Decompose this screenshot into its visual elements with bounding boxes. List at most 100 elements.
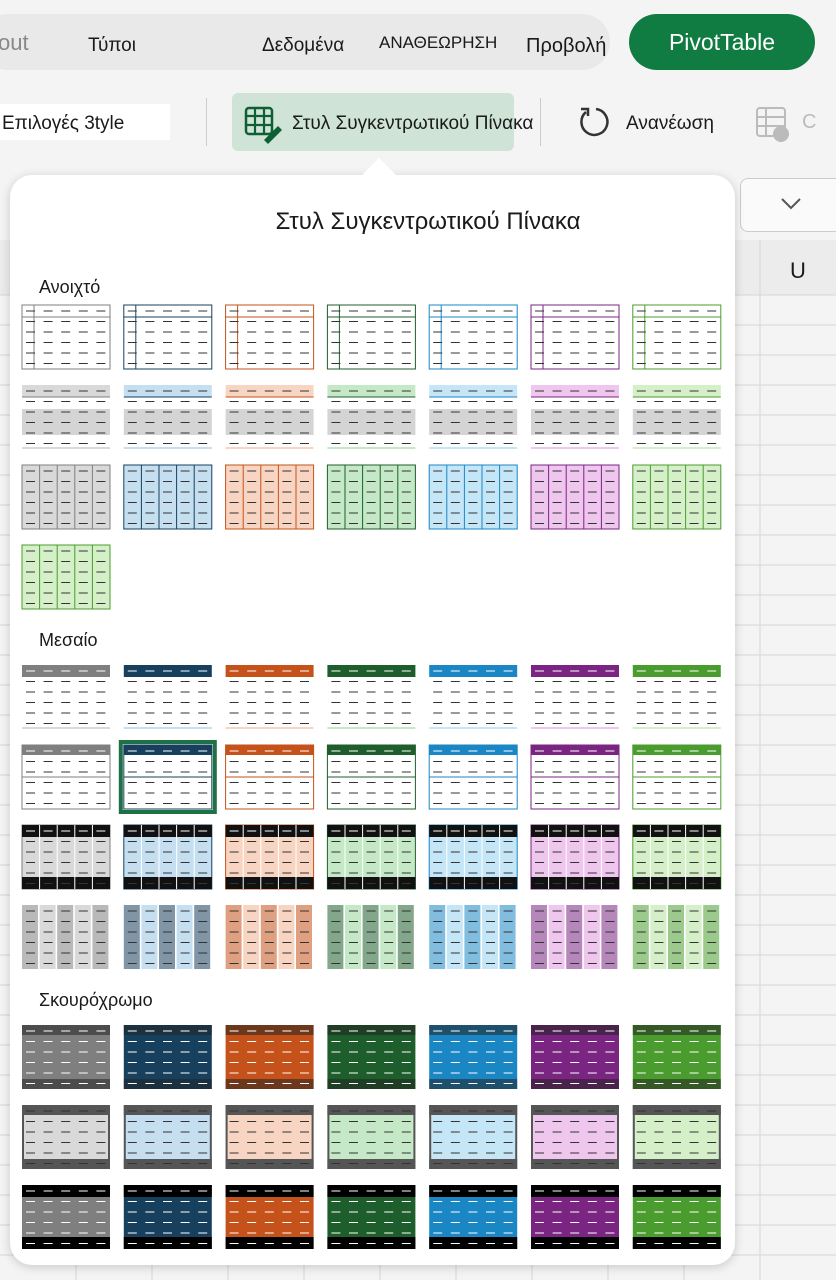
thumb-part xyxy=(397,905,414,969)
style-thumbnail[interactable] xyxy=(123,304,213,370)
style-thumbnail[interactable] xyxy=(632,1185,721,1249)
style-thumbnail[interactable] xyxy=(531,385,619,449)
thumb-part xyxy=(243,905,260,969)
style-thumbnail[interactable] xyxy=(21,304,111,370)
style-thumbnail[interactable] xyxy=(225,1025,314,1089)
thumb-part xyxy=(278,905,295,969)
style-thumbnail[interactable] xyxy=(530,824,620,890)
thumb-part xyxy=(668,905,684,969)
style-thumbnail[interactable] xyxy=(123,464,213,530)
separator xyxy=(206,98,207,146)
toolbar-selected[interactable] xyxy=(232,93,514,151)
style-thumbnail[interactable] xyxy=(326,304,416,370)
style-thumbnail[interactable] xyxy=(632,905,721,969)
thumb-part xyxy=(21,464,111,530)
style-thumbnail[interactable] xyxy=(22,905,110,969)
style-thumbnail[interactable] xyxy=(225,824,315,890)
style-thumbnail[interactable] xyxy=(21,464,111,530)
style-thumbnail[interactable] xyxy=(530,744,620,810)
style-thumbnail[interactable] xyxy=(429,1025,518,1089)
style-thumbnail[interactable] xyxy=(530,304,620,370)
style-thumbnail[interactable] xyxy=(327,385,416,449)
style-thumbnail[interactable] xyxy=(632,1105,721,1169)
style-thumbnail[interactable] xyxy=(632,464,722,530)
style-thumbnail[interactable] xyxy=(531,1025,619,1089)
style-thumbnail[interactable] xyxy=(429,1105,518,1169)
style-thumbnail[interactable] xyxy=(225,665,314,729)
style-thumbnail[interactable] xyxy=(225,905,314,969)
style-thumbnail[interactable] xyxy=(21,544,111,610)
style-thumbnail[interactable] xyxy=(326,744,416,810)
style-thumbnail[interactable] xyxy=(123,905,212,969)
style-thumbnail[interactable] xyxy=(327,665,416,729)
toolbar-button[interactable]: Στυλ Συγκεντρωτικού Πίνακα xyxy=(292,113,534,134)
tab[interactable]: ΑΝΑΘΕΩΡΗΣΗ xyxy=(379,33,498,52)
thumb-part xyxy=(499,905,516,969)
style-thumbnail[interactable] xyxy=(530,464,620,530)
style-thumbnail[interactable] xyxy=(225,1185,314,1249)
thumb-part xyxy=(482,905,498,969)
style-thumbnail[interactable] xyxy=(429,1185,518,1249)
style-thumbnail[interactable] xyxy=(225,304,315,370)
thumb-part xyxy=(429,1105,518,1169)
style-thumbnail[interactable] xyxy=(225,744,315,810)
thumb-part xyxy=(548,905,565,969)
tab[interactable]: Δεδομένα xyxy=(262,35,345,56)
style-thumbnail[interactable] xyxy=(428,824,518,890)
thumb-part xyxy=(531,905,547,969)
style-thumbnail[interactable] xyxy=(531,1105,619,1169)
style-thumbnail[interactable] xyxy=(21,744,111,810)
style-thumbnail[interactable] xyxy=(429,665,518,729)
style-thumbnail[interactable] xyxy=(632,824,722,890)
style-thumbnail[interactable] xyxy=(632,744,722,810)
style-thumbnail[interactable] xyxy=(225,1105,314,1169)
style-thumbnail[interactable] xyxy=(123,385,212,449)
tab[interactable]: Προβολή xyxy=(526,35,607,57)
style-thumbnail[interactable] xyxy=(327,1025,416,1089)
style-thumbnail[interactable] xyxy=(123,1025,212,1089)
style-thumbnail[interactable] xyxy=(632,385,721,449)
style-thumbnail[interactable] xyxy=(118,740,217,814)
thumb-part xyxy=(225,1105,314,1169)
style-thumbnail[interactable] xyxy=(22,385,110,449)
style-thumbnail[interactable] xyxy=(225,464,315,530)
style-thumbnail[interactable] xyxy=(327,905,416,969)
style-thumbnail[interactable] xyxy=(531,1185,619,1249)
style-thumbnail[interactable] xyxy=(429,905,518,969)
style-thumbnail[interactable] xyxy=(22,1025,110,1089)
style-thumbnail[interactable] xyxy=(327,1185,416,1249)
tab[interactable]: Τύποι xyxy=(88,35,136,56)
tab[interactable]: out xyxy=(0,30,29,55)
style-thumbnail[interactable] xyxy=(428,304,518,370)
toolbar-button[interactable]: Ανανέωση xyxy=(626,113,714,134)
thumb-part xyxy=(566,905,583,969)
style-thumbnail[interactable] xyxy=(21,824,111,890)
toolbar-button[interactable]: Επιλογές 3tyle xyxy=(2,113,125,134)
style-thumbnail[interactable] xyxy=(123,1185,212,1249)
style-thumbnail[interactable] xyxy=(22,665,110,729)
thumb-part xyxy=(601,905,618,969)
style-thumbnail[interactable] xyxy=(22,1185,110,1249)
style-thumbnail[interactable] xyxy=(531,665,619,729)
style-thumbnail[interactable] xyxy=(22,1105,110,1169)
thumb-part xyxy=(531,1025,619,1089)
style-thumbnail[interactable] xyxy=(632,1025,721,1089)
style-thumbnail[interactable] xyxy=(327,1105,416,1169)
style-thumbnail[interactable] xyxy=(326,464,416,530)
thumb-part xyxy=(429,1105,518,1115)
thumb-part xyxy=(650,905,667,969)
thumb-part xyxy=(22,1105,110,1169)
style-thumbnail[interactable] xyxy=(428,464,518,530)
style-thumbnail[interactable] xyxy=(123,1105,212,1169)
style-thumbnail[interactable] xyxy=(632,665,721,729)
style-thumbnail[interactable] xyxy=(632,304,722,370)
pivot-button[interactable]: PivotTable xyxy=(629,14,815,70)
style-thumbnail[interactable] xyxy=(531,905,619,969)
thumb-part xyxy=(159,905,175,969)
style-thumbnail[interactable] xyxy=(225,385,314,449)
style-thumbnail[interactable] xyxy=(123,665,212,729)
style-thumbnail[interactable] xyxy=(326,824,416,890)
style-thumbnail[interactable] xyxy=(123,824,213,890)
style-thumbnail[interactable] xyxy=(428,744,518,810)
style-thumbnail[interactable] xyxy=(429,385,518,449)
